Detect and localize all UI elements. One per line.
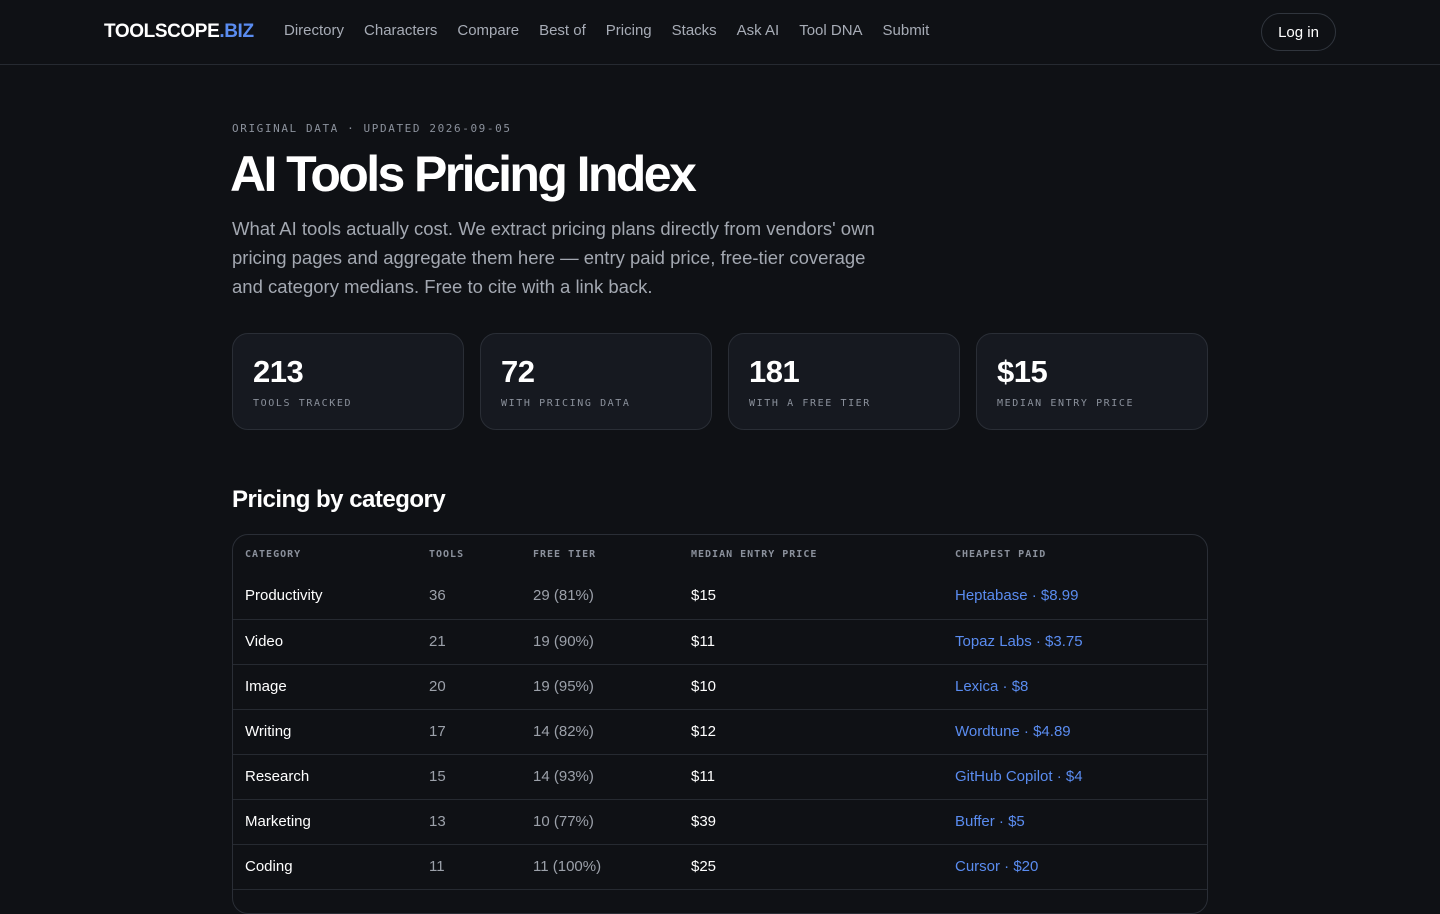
tools-count-cell: 20 bbox=[417, 664, 521, 710]
top-navigation-bar: TOOLSCOPE.BIZ Directory Characters Compa… bbox=[0, 0, 1440, 65]
page-description: What AI tools actually cost. We extract … bbox=[232, 218, 875, 297]
main-nav: Directory Characters Compare Best of Pri… bbox=[284, 22, 949, 39]
nav-link-tool-dna[interactable]: Tool DNA bbox=[799, 22, 863, 39]
stat-value: $15 bbox=[997, 354, 1048, 389]
site-logo[interactable]: TOOLSCOPE.BIZ bbox=[104, 21, 254, 43]
tools-count-cell: 17 bbox=[417, 709, 521, 755]
tools-count-cell: 21 bbox=[417, 619, 521, 665]
category-cell: Writing bbox=[233, 709, 417, 755]
free-tier-cell: 19 (95%) bbox=[521, 664, 679, 710]
cheapest-paid-link[interactable]: Topaz Labs · $3.75 bbox=[955, 633, 1083, 650]
table-row: Writing 17 14 (82%) $12 Wordtune · $4.89 bbox=[233, 709, 1207, 755]
median-price-cell: $25 bbox=[679, 844, 943, 890]
median-price-cell: $39 bbox=[679, 799, 943, 845]
category-cell: Image bbox=[233, 664, 417, 710]
section-title-pricing-by-category: Pricing by category bbox=[232, 486, 446, 513]
stat-label: WITH A FREE TIER bbox=[749, 398, 871, 409]
login-button[interactable]: Log in bbox=[1261, 13, 1336, 51]
cheapest-paid-link[interactable]: Wordtune · $4.89 bbox=[955, 723, 1071, 740]
stat-value: 181 bbox=[749, 354, 800, 389]
median-price-cell: $10 bbox=[679, 664, 943, 710]
stat-card-free-tier: 181 WITH A FREE TIER bbox=[728, 333, 960, 430]
column-header-median-entry-price: MEDIAN ENTRY PRICE bbox=[691, 548, 818, 560]
cheapest-paid-cell: GitHub Copilot · $4 bbox=[943, 754, 1207, 800]
median-price-cell: $15 bbox=[679, 573, 943, 620]
stat-card-median-entry-price: $15 MEDIAN ENTRY PRICE bbox=[976, 333, 1208, 430]
page-title: AI Tools Pricing Index bbox=[230, 146, 697, 202]
tools-count-cell: 15 bbox=[417, 754, 521, 800]
stat-card-with-pricing-data: 72 WITH PRICING DATA bbox=[480, 333, 712, 430]
nav-link-compare[interactable]: Compare bbox=[457, 22, 520, 39]
stat-label: WITH PRICING DATA bbox=[501, 398, 631, 409]
tools-count-cell: 36 bbox=[417, 573, 521, 620]
cheapest-paid-cell: Lexica · $8 bbox=[943, 664, 1207, 710]
median-price-cell: $11 bbox=[679, 754, 943, 800]
logo-main: TOOLSCOPE bbox=[104, 21, 220, 42]
stat-label: MEDIAN ENTRY PRICE bbox=[997, 398, 1135, 409]
free-tier-cell: 29 (81%) bbox=[521, 573, 679, 620]
column-header-tools: TOOLS bbox=[429, 548, 465, 560]
cheapest-paid-link[interactable]: Heptabase · $8.99 bbox=[955, 587, 1079, 605]
nav-link-characters[interactable]: Characters bbox=[364, 22, 438, 39]
cheapest-paid-cell: Buffer · $5 bbox=[943, 799, 1207, 845]
median-price-cell: $12 bbox=[679, 709, 943, 755]
free-tier-cell: 10 (77%) bbox=[521, 799, 679, 845]
table-row: Marketing 13 10 (77%) $39 Buffer · $5 bbox=[233, 799, 1207, 845]
free-tier-cell: 14 (93%) bbox=[521, 754, 679, 800]
table-row: Video 21 19 (90%) $11 Topaz Labs · $3.75 bbox=[233, 619, 1207, 665]
table-row: Research 15 14 (93%) $11 GitHub Copilot · $4 bbox=[233, 754, 1207, 800]
cheapest-paid-cell: Cursor · $20 bbox=[943, 844, 1207, 890]
cheapest-paid-cell: Topaz Labs · $3.75 bbox=[943, 619, 1207, 665]
category-cell: Coding bbox=[233, 844, 417, 890]
table-row: Coding 11 11 (100%) $25 Cursor · $20 bbox=[233, 844, 1207, 890]
nav-link-directory[interactable]: Directory bbox=[284, 22, 345, 39]
logo-tld: .BIZ bbox=[219, 21, 254, 42]
pricing-category-table: CATEGORY TOOLS FREE TIER MEDIAN ENTRY PR… bbox=[232, 534, 1208, 914]
nav-link-stacks[interactable]: Stacks bbox=[671, 22, 717, 39]
nav-link-submit[interactable]: Submit bbox=[882, 22, 930, 39]
cheapest-paid-link[interactable]: GitHub Copilot · $4 bbox=[955, 768, 1083, 785]
nav-link-pricing[interactable]: Pricing bbox=[605, 22, 652, 39]
cheapest-paid-link[interactable]: Cursor · $20 bbox=[955, 858, 1039, 875]
nav-link-ask-ai[interactable]: Ask AI bbox=[736, 22, 780, 39]
category-cell: Productivity bbox=[233, 573, 417, 620]
page-eyebrow: ORIGINAL DATA · UPDATED 2026-09-05 bbox=[232, 122, 512, 135]
tools-count-cell: 13 bbox=[417, 799, 521, 845]
free-tier-cell: 19 (90%) bbox=[521, 619, 679, 665]
free-tier-cell: 11 (100%) bbox=[521, 844, 679, 890]
free-tier-cell: 14 (82%) bbox=[521, 709, 679, 755]
column-header-free-tier: FREE TIER bbox=[533, 548, 597, 560]
table-header-row: CATEGORY TOOLS FREE TIER MEDIAN ENTRY PR… bbox=[233, 535, 1207, 573]
category-cell: Video bbox=[233, 619, 417, 665]
stat-card-tools-tracked: 213 TOOLS TRACKED bbox=[232, 333, 464, 430]
tools-count-cell: 11 bbox=[417, 844, 521, 890]
stat-value: 72 bbox=[501, 354, 535, 389]
table-row: Image 20 19 (95%) $10 Lexica · $8 bbox=[233, 664, 1207, 710]
table-row: Productivity 36 29 (81%) $15 Heptabase · $8.… bbox=[233, 573, 1207, 620]
cheapest-paid-link[interactable]: Lexica · $8 bbox=[955, 678, 1029, 695]
cheapest-paid-cell: Heptabase · $8.99 bbox=[943, 573, 1207, 620]
cheapest-paid-cell: Wordtune · $4.89 bbox=[943, 709, 1207, 755]
median-price-cell: $11 bbox=[679, 619, 943, 665]
nav-link-best-of[interactable]: Best of bbox=[539, 22, 586, 39]
stat-value: 213 bbox=[253, 354, 304, 389]
column-header-category: CATEGORY bbox=[245, 548, 302, 560]
stat-label: TOOLS TRACKED bbox=[253, 398, 353, 409]
stats-row: 213 TOOLS TRACKED 72 WITH PRICING DATA 1… bbox=[232, 333, 1208, 430]
cheapest-paid-link[interactable]: Buffer · $5 bbox=[955, 813, 1025, 830]
category-cell: Marketing bbox=[233, 799, 417, 845]
category-cell: Research bbox=[233, 754, 417, 800]
column-header-cheapest-paid: CHEAPEST PAID bbox=[955, 548, 1047, 560]
